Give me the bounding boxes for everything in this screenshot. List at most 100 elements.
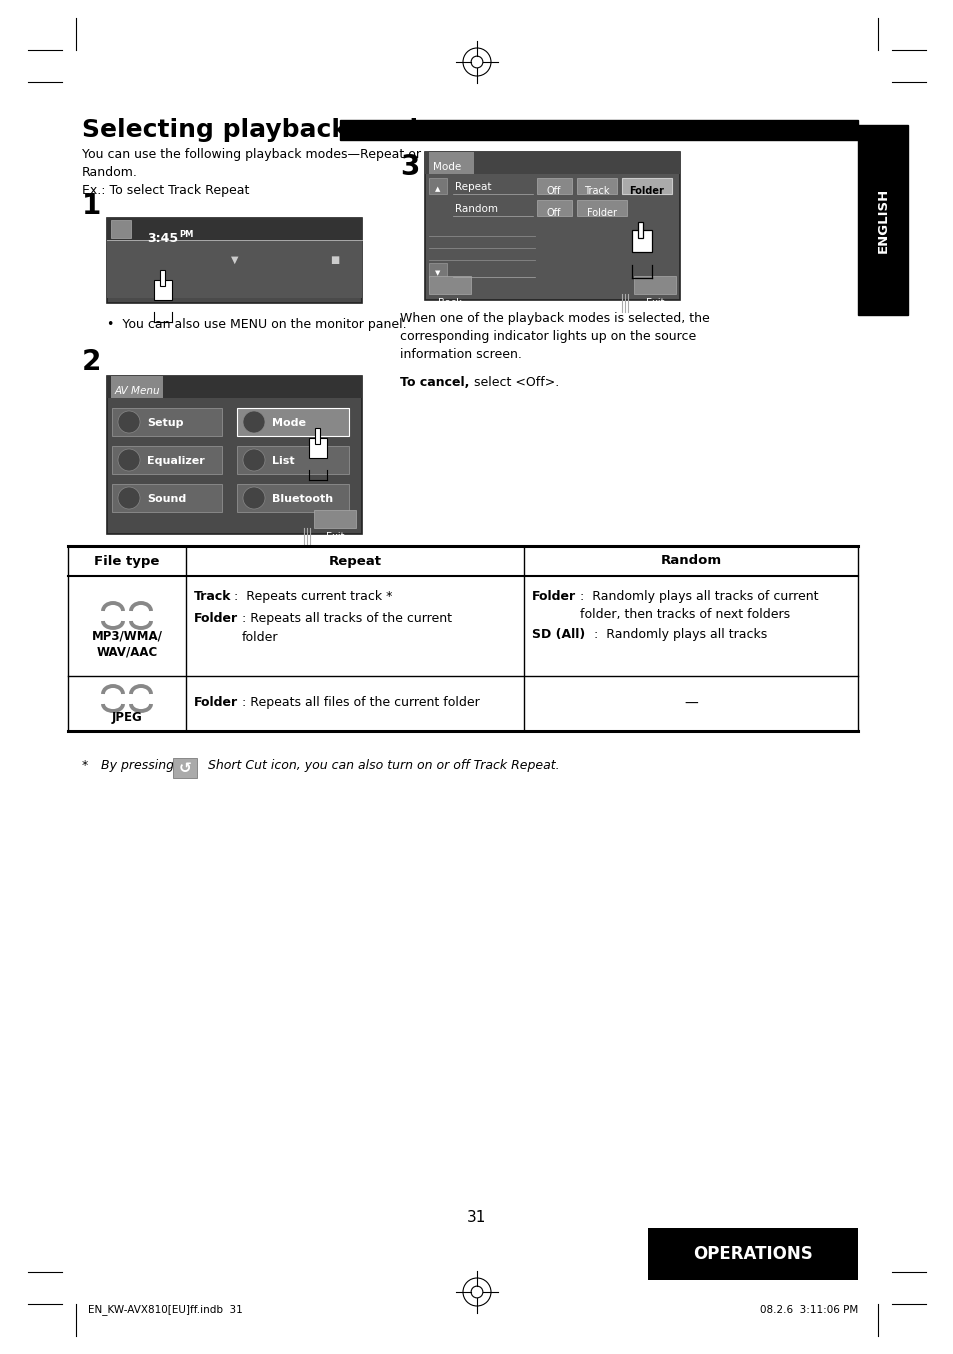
Text: Equalizer: Equalizer: [147, 456, 205, 466]
Text: :  Randomly plays all tracks: : Randomly plays all tracks: [594, 628, 766, 640]
Text: : Repeats all files of the current folder: : Repeats all files of the current folde…: [242, 696, 479, 709]
Bar: [647, 1228, 857, 1280]
Text: Exit: Exit: [645, 298, 663, 307]
Text: Track: Track: [583, 185, 609, 196]
Bar: [172, 758, 196, 779]
Bar: [112, 483, 222, 512]
Text: 3:45: 3:45: [147, 232, 178, 245]
Text: OPERATIONS: OPERATIONS: [693, 1244, 812, 1263]
Text: JPEG: JPEG: [112, 711, 142, 724]
Text: Random.: Random.: [82, 167, 138, 179]
Bar: [424, 152, 679, 175]
Text: select <Off>.: select <Off>.: [470, 376, 558, 389]
Text: You can use the following playback modes—Repeat or: You can use the following playback modes…: [82, 148, 420, 161]
Circle shape: [243, 487, 265, 509]
Text: Short Cut icon, you can also turn on or off Track Repeat.: Short Cut icon, you can also turn on or …: [200, 760, 559, 772]
Text: Repeat: Repeat: [455, 181, 491, 192]
Text: ▼: ▼: [435, 269, 440, 276]
Bar: [107, 376, 361, 533]
Bar: [577, 200, 626, 217]
Text: Off: Off: [546, 185, 560, 196]
Text: corresponding indicator lights up on the source: corresponding indicator lights up on the…: [399, 330, 696, 343]
Text: folder: folder: [242, 631, 278, 645]
Text: Folder: Folder: [629, 185, 663, 196]
Text: 08.2.6  3:11:06 PM: 08.2.6 3:11:06 PM: [759, 1305, 857, 1315]
Text: :  Repeats current track *: : Repeats current track *: [233, 590, 392, 603]
Bar: [107, 218, 361, 240]
Text: ENGLISH: ENGLISH: [876, 187, 888, 253]
Text: Folder: Folder: [193, 696, 238, 709]
Bar: [111, 376, 163, 398]
Bar: [429, 152, 474, 175]
Bar: [429, 263, 447, 278]
Text: 1: 1: [82, 192, 101, 219]
Bar: [107, 218, 361, 303]
Bar: [631, 230, 651, 252]
Bar: [857, 125, 907, 315]
Text: Track: Track: [193, 590, 232, 603]
Text: Setup: Setup: [147, 418, 183, 428]
Text: : Repeats all tracks of the current: : Repeats all tracks of the current: [242, 612, 452, 626]
Circle shape: [243, 450, 265, 471]
Bar: [537, 200, 572, 217]
Text: information screen.: information screen.: [399, 348, 521, 362]
Text: folder, then tracks of next folders: folder, then tracks of next folders: [579, 608, 789, 621]
Text: Off: Off: [546, 209, 560, 218]
Text: When one of the playback modes is selected, the: When one of the playback modes is select…: [399, 311, 709, 325]
Bar: [537, 177, 572, 194]
Text: 2: 2: [82, 348, 101, 376]
Bar: [424, 152, 679, 301]
Text: Folder: Folder: [586, 209, 617, 218]
Text: Ex.: To select Track Repeat: Ex.: To select Track Repeat: [82, 184, 249, 196]
Text: SD (All): SD (All): [532, 628, 584, 640]
Text: Folder: Folder: [532, 590, 576, 603]
Bar: [160, 269, 165, 286]
Bar: [153, 280, 172, 301]
Text: ▼: ▼: [231, 255, 238, 265]
Bar: [314, 428, 319, 444]
Text: ↺: ↺: [178, 761, 192, 776]
Bar: [314, 510, 355, 528]
Text: Sound: Sound: [147, 494, 186, 504]
Text: Folder: Folder: [193, 612, 238, 626]
Text: Mode: Mode: [433, 162, 460, 172]
Circle shape: [118, 450, 140, 471]
Bar: [429, 276, 471, 294]
Bar: [429, 177, 447, 194]
Text: •  You can also use MENU on the monitor panel.: • You can also use MENU on the monitor p…: [107, 318, 406, 330]
Bar: [236, 408, 349, 436]
Text: EN_KW-AVX810[EU]ff.indb  31: EN_KW-AVX810[EU]ff.indb 31: [88, 1304, 242, 1316]
Text: Mode: Mode: [272, 418, 306, 428]
Bar: [621, 177, 671, 194]
Bar: [112, 408, 222, 436]
Text: PM: PM: [179, 230, 193, 240]
Text: *: *: [82, 760, 89, 772]
Text: Bluetooth: Bluetooth: [272, 494, 333, 504]
Text: AV Menu: AV Menu: [115, 386, 160, 395]
Bar: [107, 240, 361, 298]
Text: —: —: [683, 696, 698, 711]
Bar: [112, 445, 222, 474]
Text: To cancel,: To cancel,: [399, 376, 469, 389]
Text: Random: Random: [659, 555, 720, 567]
Text: 31: 31: [467, 1210, 486, 1225]
Bar: [236, 445, 349, 474]
Bar: [634, 276, 676, 294]
Text: ▲: ▲: [435, 185, 440, 192]
Bar: [107, 376, 361, 398]
Circle shape: [118, 412, 140, 433]
Text: Selecting playback modes: Selecting playback modes: [82, 118, 450, 142]
Circle shape: [243, 412, 265, 433]
Bar: [236, 483, 349, 512]
Text: By pressing: By pressing: [92, 760, 173, 772]
Text: Random: Random: [455, 204, 497, 214]
Text: 3: 3: [399, 153, 419, 181]
Bar: [339, 121, 857, 139]
Text: MP3/WMA/
WAV/AAC: MP3/WMA/ WAV/AAC: [91, 630, 162, 659]
Text: List: List: [272, 456, 294, 466]
Text: Exit: Exit: [325, 532, 344, 542]
Circle shape: [118, 487, 140, 509]
Bar: [638, 222, 642, 238]
Text: File type: File type: [94, 555, 159, 567]
Text: Repeat: Repeat: [328, 555, 381, 567]
